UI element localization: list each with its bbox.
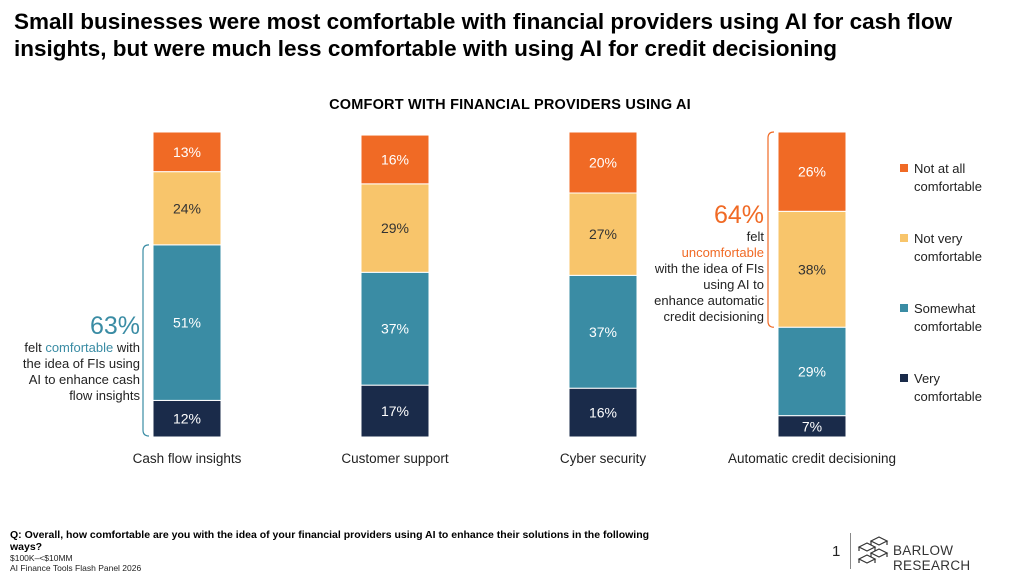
data-label-not-at-all-3: 26% — [798, 164, 826, 180]
footer-source: AI Finance Tools Flash Panel 2026 — [10, 563, 142, 573]
data-label-not-very-1: 29% — [381, 220, 409, 236]
category-label-1: Customer support — [341, 451, 449, 466]
bar-segment-somewhat-0 — [152, 244, 222, 401]
data-label-somewhat-2: 37% — [589, 324, 617, 340]
legend-item-very: Very comfortable — [900, 370, 1009, 406]
legend-item-not-very: Not very comfortable — [900, 230, 1009, 266]
callout-comfortable: 63% felt comfortable with the idea of FI… — [12, 312, 140, 404]
bar-segment-not-very-3 — [777, 210, 847, 328]
legend-label-somewhat: Somewhat comfortable — [914, 301, 982, 334]
bar-segment-not-very-1 — [360, 183, 430, 273]
legend-swatch-not-very — [900, 234, 908, 242]
data-label-somewhat-0: 51% — [173, 315, 201, 331]
footer-segment: $100K–<$10MM — [10, 553, 73, 563]
bracket-uncomfortable — [767, 131, 775, 328]
bar-segment-somewhat-3 — [777, 326, 847, 417]
bar-segment-not-at-all-3 — [777, 131, 847, 212]
category-label-2: Cyber security — [560, 451, 647, 466]
headline: Small businesses were most comfortable w… — [14, 9, 953, 61]
data-label-not-at-all-2: 20% — [589, 155, 617, 171]
legend-swatch-very — [900, 374, 908, 382]
bar-segment-very-2 — [568, 387, 638, 438]
bar-segment-not-at-all-0 — [152, 131, 222, 173]
callout-uncomfortable-highlight: uncomfortable — [681, 245, 764, 260]
data-label-very-0: 12% — [173, 411, 201, 427]
callout-comfortable-highlight: comfortable — [45, 340, 114, 355]
data-label-somewhat-1: 37% — [381, 321, 409, 337]
callout-comfortable-text: felt comfortable with the idea of FIs us… — [12, 340, 140, 404]
bar-segment-very-0 — [152, 399, 222, 438]
category-label-3: Automatic credit decisioning — [728, 451, 896, 466]
brand-name: BARLOW RESEARCH — [893, 543, 971, 573]
legend-item-not-at-all: Not at all comfortable — [900, 160, 1009, 196]
legend-swatch-not-at-all — [900, 164, 908, 172]
data-label-very-3: 7% — [802, 418, 822, 434]
callout-comfortable-rest: with the idea of FIs using AI to enhance… — [22, 340, 140, 403]
legend-label-very: Very comfortable — [914, 371, 982, 404]
callout-uncomfortable-percent: 64% — [713, 201, 764, 229]
data-label-very-2: 16% — [589, 405, 617, 421]
chart-title: COMFORT WITH FINANCIAL PROVIDERS USING A… — [329, 97, 691, 113]
data-label-not-very-0: 24% — [173, 200, 201, 216]
data-label-not-very-2: 27% — [589, 226, 617, 242]
legend-label-not-at-all: Not at all comfortable — [914, 161, 982, 194]
page-number: 1 — [832, 543, 841, 560]
bracket-comfortable — [142, 244, 150, 437]
bar-segment-somewhat-1 — [360, 271, 430, 386]
category-label-0: Cash flow insights — [133, 451, 242, 466]
legend-item-somewhat: Somewhat comfortable — [900, 300, 1009, 336]
legend-swatch-somewhat — [900, 304, 908, 312]
data-label-not-at-all-1: 16% — [381, 151, 409, 167]
data-label-not-very-3: 38% — [798, 261, 826, 277]
footer-divider — [850, 533, 851, 569]
callout-uncomfortable: 64% felt uncomfortable with the idea of … — [654, 201, 764, 325]
bar-segment-not-at-all-2 — [568, 131, 638, 194]
bar-segment-not-very-2 — [568, 192, 638, 276]
callout-comfortable-prefix: felt — [24, 340, 46, 355]
data-label-not-at-all-0: 13% — [173, 144, 201, 160]
barlow-logo-icon — [857, 536, 889, 564]
legend-label-not-very: Not very comfortable — [914, 231, 982, 264]
callout-uncomfortable-rest: with the idea of FIs using AI to enhance… — [654, 261, 764, 324]
callout-comfortable-percent: 63% — [89, 312, 140, 340]
data-label-very-1: 17% — [381, 403, 409, 419]
callout-uncomfortable-prefix: felt — [746, 229, 764, 244]
footer-question: Q: Overall, how comfortable are you with… — [10, 529, 650, 553]
data-label-somewhat-3: 29% — [798, 363, 826, 379]
bar-segment-not-at-all-1 — [360, 134, 430, 185]
